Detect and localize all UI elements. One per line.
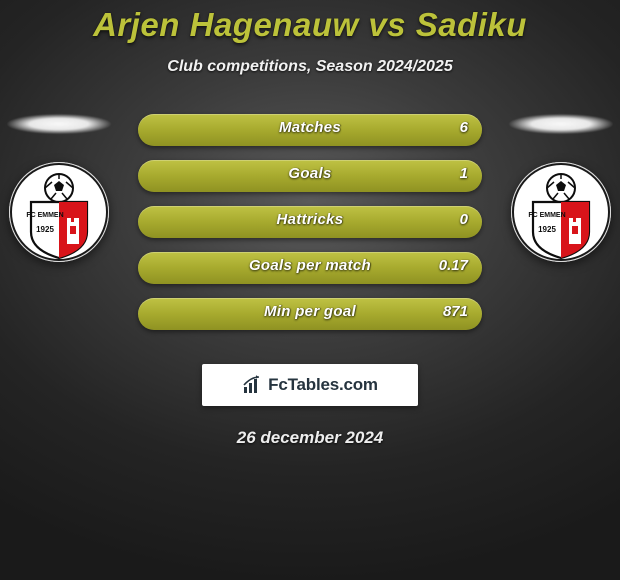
spotlight-ellipse-left bbox=[7, 114, 111, 134]
player-left-badge: FC EMMEN 1925 bbox=[4, 114, 114, 262]
stat-right-value: 6 bbox=[460, 119, 468, 136]
date-label: 26 december 2024 bbox=[0, 428, 620, 448]
svg-text:1925: 1925 bbox=[538, 225, 556, 234]
fc-emmen-logo-icon: FC EMMEN 1925 bbox=[9, 162, 109, 262]
stat-label: Matches bbox=[138, 119, 482, 136]
player-right-badge: FC EMMEN 1925 bbox=[506, 114, 616, 262]
page-title: Arjen Hagenauw vs Sadiku bbox=[0, 6, 620, 44]
svg-text:FC EMMEN: FC EMMEN bbox=[528, 212, 565, 219]
club-crest-left: FC EMMEN 1925 bbox=[9, 162, 109, 262]
stat-right-value: 0.17 bbox=[439, 257, 468, 274]
stat-bar-goals: Goals 1 bbox=[138, 160, 482, 192]
comparison-card: Arjen Hagenauw vs Sadiku Club competitio… bbox=[0, 0, 620, 448]
stat-label: Min per goal bbox=[138, 303, 482, 320]
brand-text: FcTables.com bbox=[268, 375, 378, 395]
subtitle: Club competitions, Season 2024/2025 bbox=[0, 58, 620, 76]
fc-emmen-logo-icon: FC EMMEN 1925 bbox=[511, 162, 611, 262]
stat-bar-goals-per-match: Goals per match 0.17 bbox=[138, 252, 482, 284]
stat-right-value: 0 bbox=[460, 211, 468, 228]
comparison-body: FC EMMEN 1925 F bbox=[0, 114, 620, 354]
stat-bar-matches: Matches 6 bbox=[138, 114, 482, 146]
stat-label: Hattricks bbox=[138, 211, 482, 228]
svg-text:1925: 1925 bbox=[36, 225, 54, 234]
stat-label: Goals per match bbox=[138, 257, 482, 274]
stat-label: Goals bbox=[138, 165, 482, 182]
club-crest-right: FC EMMEN 1925 bbox=[511, 162, 611, 262]
brand-footer: FcTables.com bbox=[202, 364, 418, 406]
spotlight-ellipse-right bbox=[509, 114, 613, 134]
stat-bar-min-per-goal: Min per goal 871 bbox=[138, 298, 482, 330]
stat-right-value: 1 bbox=[460, 165, 468, 182]
bar-chart-icon bbox=[242, 374, 264, 396]
svg-text:FC EMMEN: FC EMMEN bbox=[26, 212, 63, 219]
stat-bars: Matches 6 Goals 1 Hattricks 0 Goals per … bbox=[138, 114, 482, 344]
stat-right-value: 871 bbox=[443, 303, 468, 320]
stat-bar-hattricks: Hattricks 0 bbox=[138, 206, 482, 238]
